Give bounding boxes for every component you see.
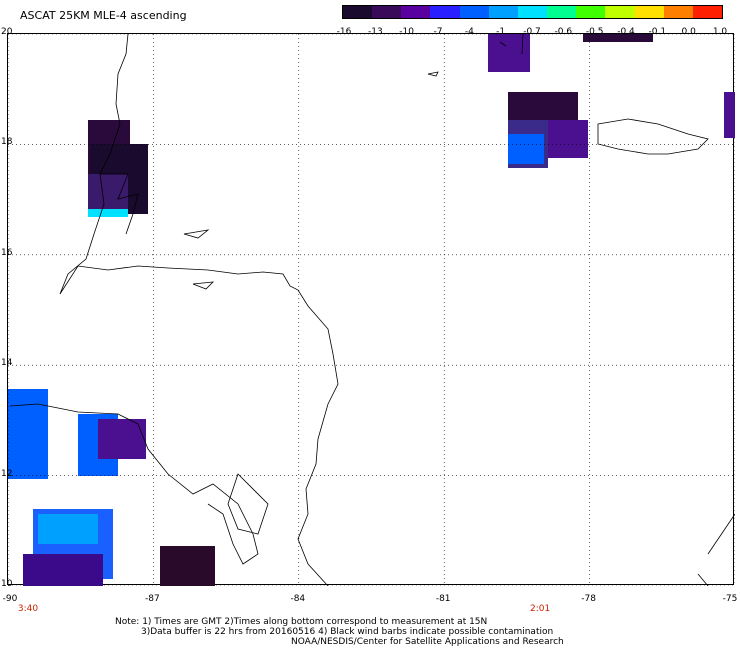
color-scale-segment	[343, 6, 373, 18]
longitude-label: -90	[2, 594, 18, 604]
color-scale-tick-label: -0.5	[585, 27, 604, 37]
color-scale-segment	[430, 6, 460, 18]
color-scale-segment	[576, 6, 606, 18]
latitude-label: 20	[1, 27, 13, 37]
latitude-label: 18	[1, 137, 13, 148]
color-scale-tick-label: -0.1	[648, 27, 667, 37]
longitude-label: -78	[581, 594, 596, 604]
latitude-label: 10	[1, 579, 13, 589]
map-area	[7, 33, 735, 586]
jamaica-coast	[597, 118, 709, 155]
color-scale-bar	[342, 5, 723, 19]
color-scale-segment	[459, 6, 489, 18]
swath-patch	[548, 120, 588, 158]
color-scale-tick-label: 1.0	[712, 27, 728, 37]
map-canvas	[8, 34, 735, 586]
color-scale-segment	[547, 6, 577, 18]
color-scale-tick-label: -0.4	[617, 27, 635, 37]
color-scale-segment	[605, 6, 635, 18]
color-scale-ticks: -16 -13 -10 -7 -4 -1 -0.7 -0.6 -0.5 -0.4 -0.1 0.0 1.…	[330, 27, 735, 39]
swath-patch	[98, 419, 146, 459]
longitude-label: -75	[722, 594, 738, 604]
footnotes: Note: 1) Times are GMT 2)Times along bot…	[115, 617, 564, 647]
latitude-label: 12	[1, 468, 13, 479]
color-scale-segment	[488, 6, 518, 18]
color-scale-segment	[663, 6, 693, 18]
note-line-1: Note: 1) Times are GMT 2)Times along bot…	[115, 617, 488, 627]
swath-patch	[88, 174, 128, 214]
latitude-label: 16	[1, 247, 13, 258]
map-title: ASCAT 25KM MLE-4 ascending	[20, 9, 187, 22]
note-line-3: NOAA/NESDIS/Center for Satellite Applica…	[291, 637, 564, 647]
color-scale-tick-label: -13	[367, 27, 383, 37]
time-label: 2:01	[530, 604, 551, 614]
longitude-label: -84	[290, 594, 306, 604]
color-scale-segment	[634, 6, 664, 18]
swath-patch	[88, 209, 128, 217]
swath-patch	[724, 92, 735, 138]
swath-patch	[38, 514, 98, 544]
note-line-2: 3)Data buffer is 22 hrs from 20160516 4)…	[141, 627, 554, 637]
color-scale-tick-label: -7	[433, 27, 443, 37]
color-scale-segment	[692, 6, 723, 18]
color-scale-segment	[401, 6, 431, 18]
color-scale-tick-label: -4	[464, 27, 474, 37]
color-scale-tick-label: -0.6	[554, 27, 573, 37]
swath-patch	[23, 554, 103, 586]
swath-patch	[488, 34, 530, 72]
latitude-label: 14	[1, 358, 13, 369]
swath-patch	[8, 389, 48, 479]
time-label: 3:40	[17, 604, 39, 614]
longitude-label: -81	[435, 594, 451, 604]
swath-patch	[508, 134, 544, 164]
color-scale-tick-label: 0.0	[681, 27, 696, 37]
color-scale-tick-label: -16	[336, 27, 352, 37]
longitude-label: -87	[145, 594, 160, 604]
color-scale-tick-label: -0.7	[523, 27, 541, 37]
coastline	[59, 34, 339, 586]
swath-patch	[583, 34, 653, 42]
swath-patch	[160, 546, 215, 586]
color-scale-segment	[372, 6, 402, 18]
color-scale-tick-label: -10	[399, 27, 415, 37]
color-scale-segment	[517, 6, 548, 18]
color-scale-tick-label: -1	[496, 27, 506, 37]
